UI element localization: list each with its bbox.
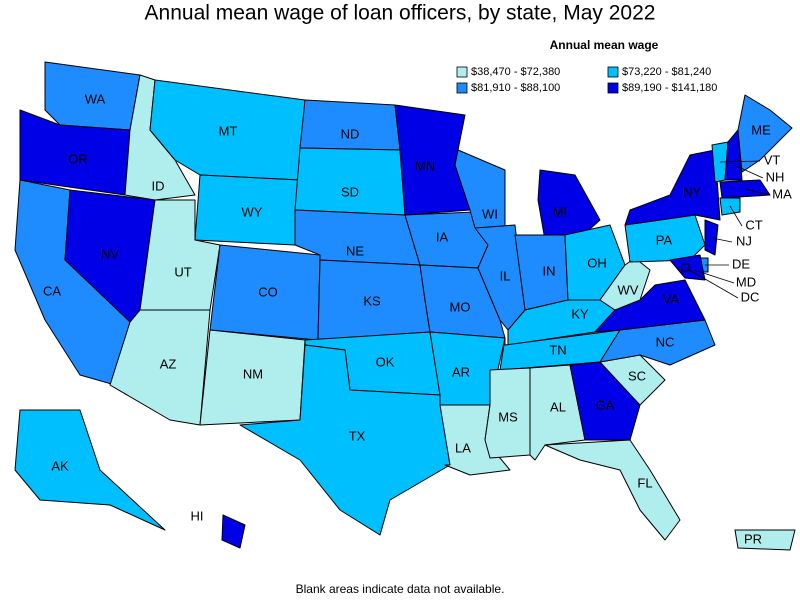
legend-swatch: [456, 82, 468, 94]
state-label: MS: [498, 409, 518, 424]
state-label: HI: [191, 508, 204, 523]
state-shape: [239, 344, 451, 536]
leader-line: [719, 160, 761, 163]
state-label: KY: [571, 306, 589, 321]
state-label: OH: [587, 255, 607, 270]
state-shape: [681, 263, 690, 272]
state-shape: [624, 149, 721, 226]
state-shape: [704, 219, 719, 256]
state-label: NE: [346, 243, 364, 258]
leader-line: [744, 188, 771, 196]
state-label: IL: [500, 268, 511, 283]
state-label: CA: [43, 283, 61, 298]
state-label: AL: [550, 399, 566, 414]
state-label: TN: [549, 342, 566, 357]
leader-line: [733, 164, 764, 179]
state-label: KS: [363, 293, 381, 308]
state-label: NC: [656, 334, 675, 349]
state-label: NH: [766, 169, 785, 184]
leader-line: [711, 237, 733, 243]
legend-label: $81,910 - $88,100: [471, 82, 560, 94]
state-label: AR: [452, 364, 470, 379]
state-label: WI: [482, 206, 498, 221]
leader-line: [693, 269, 735, 284]
state-label: CO: [258, 284, 278, 299]
title: Annual mean wage of loan officers, by st…: [145, 2, 656, 25]
state-label: UT: [174, 264, 191, 279]
state-label: PR: [744, 531, 762, 546]
state-label: AK: [51, 458, 69, 473]
state-label: MA: [772, 186, 792, 201]
state-label: DE: [732, 256, 750, 271]
state-label: WV: [618, 282, 639, 297]
state-shape: [294, 147, 406, 216]
state-shape: [599, 257, 651, 311]
state-label: NJ: [736, 233, 752, 248]
state-label: SC: [628, 368, 646, 383]
legend-swatch: [607, 66, 619, 78]
state-label: WA: [85, 91, 106, 106]
state-shape: [221, 514, 246, 549]
footnote: Blank areas indicate data not available.: [296, 582, 505, 596]
state-label: AZ: [160, 356, 177, 371]
legend-label: $89,190 - $141,180: [622, 82, 717, 94]
state-label: MI: [553, 204, 567, 219]
leader-line: [729, 205, 743, 227]
state-shape: [734, 529, 796, 551]
state-label: NY: [683, 184, 701, 199]
state-shape: [737, 94, 793, 173]
state-shape: [569, 361, 641, 441]
legend-label: $38,470 - $72,380: [471, 66, 560, 78]
state-label: SD: [341, 184, 359, 199]
state-label: IA: [436, 229, 449, 244]
state-shape: [724, 129, 743, 181]
leader-line: [685, 267, 739, 299]
state-label: PA: [656, 232, 673, 247]
state-label: ID: [152, 178, 165, 193]
state-label: VA: [663, 291, 680, 306]
state-label: WY: [242, 204, 263, 219]
legend-label: $73,220 - $81,240: [622, 66, 711, 78]
state-shape: [544, 439, 681, 541]
state-label: OK: [376, 354, 395, 369]
state-label: MO: [450, 299, 471, 314]
state-shape: [109, 309, 211, 426]
legend-swatch: [607, 82, 619, 94]
state-label: LA: [455, 440, 471, 455]
state-label: VT: [764, 152, 781, 167]
state-label: MT: [219, 123, 238, 138]
state-label: MN: [415, 158, 435, 173]
state-shape: [299, 99, 401, 151]
state-label: NM: [243, 366, 263, 381]
state-label: IN: [543, 263, 556, 278]
state-label: MD: [736, 274, 756, 289]
state-label: ME: [751, 122, 771, 137]
state-label: OR: [68, 151, 88, 166]
legend-title: Annual mean wage: [550, 38, 659, 52]
legend-swatch: [456, 66, 468, 78]
state-label: ND: [341, 126, 360, 141]
state-label: GA: [596, 397, 615, 412]
state-shape: [14, 409, 166, 531]
state-label: TX: [349, 428, 366, 443]
state-label: CT: [745, 217, 762, 232]
state-label: DC: [741, 289, 760, 304]
state-label: FL: [637, 475, 652, 490]
state-label: NV: [101, 246, 119, 261]
